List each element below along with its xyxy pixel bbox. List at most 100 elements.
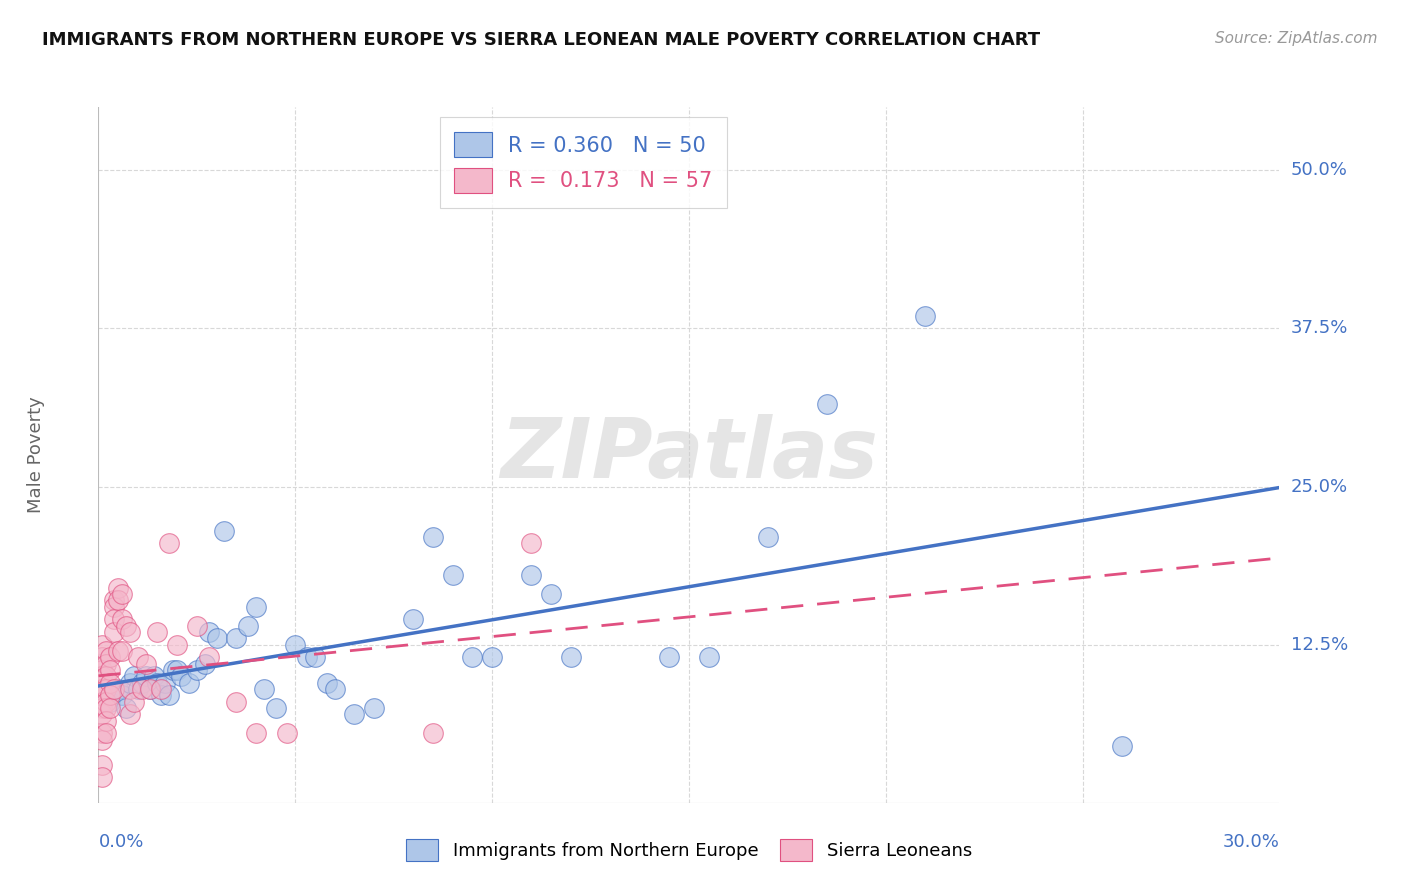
Point bbox=[146, 625, 169, 640]
Point bbox=[103, 593, 125, 607]
Point bbox=[98, 663, 121, 677]
Point bbox=[135, 669, 157, 683]
Point bbox=[1111, 739, 1133, 753]
Point bbox=[103, 599, 125, 614]
Point bbox=[520, 568, 543, 582]
Point bbox=[127, 681, 149, 696]
Point bbox=[142, 669, 165, 683]
Point bbox=[118, 675, 141, 690]
Point bbox=[103, 681, 125, 696]
Point bbox=[540, 587, 562, 601]
Point bbox=[107, 581, 129, 595]
Point bbox=[658, 650, 681, 665]
Point bbox=[170, 669, 193, 683]
Point bbox=[107, 644, 129, 658]
Point bbox=[214, 524, 236, 538]
Point bbox=[197, 625, 219, 640]
Point bbox=[756, 530, 779, 544]
Point bbox=[150, 688, 173, 702]
Point bbox=[441, 568, 464, 582]
Point bbox=[103, 612, 125, 626]
Point bbox=[91, 757, 114, 772]
Text: 50.0%: 50.0% bbox=[1291, 161, 1347, 179]
Point bbox=[96, 714, 118, 728]
Point bbox=[245, 599, 267, 614]
Point bbox=[402, 612, 425, 626]
Point bbox=[127, 650, 149, 665]
Point bbox=[461, 650, 484, 665]
Point bbox=[205, 632, 228, 646]
Text: 30.0%: 30.0% bbox=[1223, 833, 1279, 851]
Point bbox=[236, 618, 259, 632]
Point bbox=[155, 675, 177, 690]
Point bbox=[91, 650, 114, 665]
Point bbox=[146, 675, 169, 690]
Point bbox=[162, 663, 184, 677]
Point bbox=[323, 681, 346, 696]
Point bbox=[253, 681, 276, 696]
Point bbox=[91, 695, 114, 709]
Point bbox=[96, 701, 118, 715]
Point bbox=[96, 669, 118, 683]
Point bbox=[122, 669, 145, 683]
Point bbox=[98, 701, 121, 715]
Point bbox=[150, 681, 173, 696]
Text: Source: ZipAtlas.com: Source: ZipAtlas.com bbox=[1215, 31, 1378, 46]
Point bbox=[225, 695, 247, 709]
Point bbox=[91, 771, 114, 785]
Point bbox=[98, 675, 121, 690]
Point bbox=[122, 695, 145, 709]
Point bbox=[166, 638, 188, 652]
Point bbox=[91, 638, 114, 652]
Point bbox=[914, 309, 936, 323]
Text: 37.5%: 37.5% bbox=[1291, 319, 1348, 337]
Point bbox=[135, 657, 157, 671]
Text: IMMIGRANTS FROM NORTHERN EUROPE VS SIERRA LEONEAN MALE POVERTY CORRELATION CHART: IMMIGRANTS FROM NORTHERN EUROPE VS SIERR… bbox=[42, 31, 1040, 49]
Point bbox=[96, 695, 118, 709]
Point bbox=[111, 612, 134, 626]
Point bbox=[98, 650, 121, 665]
Point bbox=[131, 675, 153, 690]
Point bbox=[197, 650, 219, 665]
Point bbox=[697, 650, 720, 665]
Point bbox=[343, 707, 366, 722]
Point bbox=[96, 681, 118, 696]
Point bbox=[91, 732, 114, 747]
Point bbox=[815, 397, 838, 411]
Point bbox=[91, 701, 114, 715]
Point bbox=[96, 644, 118, 658]
Point bbox=[115, 701, 138, 715]
Point bbox=[157, 536, 180, 550]
Point bbox=[115, 618, 138, 632]
Point bbox=[138, 681, 160, 696]
Point bbox=[194, 657, 217, 671]
Point bbox=[107, 681, 129, 696]
Point bbox=[276, 726, 298, 740]
Point bbox=[131, 681, 153, 696]
Point bbox=[96, 657, 118, 671]
Point bbox=[107, 593, 129, 607]
Point bbox=[166, 663, 188, 677]
Point bbox=[295, 650, 318, 665]
Legend: Immigrants from Northern Europe, Sierra Leoneans: Immigrants from Northern Europe, Sierra … bbox=[396, 830, 981, 871]
Text: 0.0%: 0.0% bbox=[98, 833, 143, 851]
Point bbox=[186, 618, 208, 632]
Point bbox=[520, 536, 543, 550]
Point bbox=[363, 701, 385, 715]
Point bbox=[91, 726, 114, 740]
Point bbox=[91, 663, 114, 677]
Point bbox=[96, 726, 118, 740]
Point bbox=[91, 669, 114, 683]
Point bbox=[91, 688, 114, 702]
Point bbox=[177, 675, 200, 690]
Text: Male Poverty: Male Poverty bbox=[27, 397, 45, 513]
Text: 25.0%: 25.0% bbox=[1291, 477, 1348, 496]
Point bbox=[103, 625, 125, 640]
Point bbox=[157, 688, 180, 702]
Point bbox=[315, 675, 337, 690]
Point bbox=[111, 688, 134, 702]
Point bbox=[225, 632, 247, 646]
Point bbox=[118, 681, 141, 696]
Point bbox=[186, 663, 208, 677]
Text: 12.5%: 12.5% bbox=[1291, 636, 1348, 654]
